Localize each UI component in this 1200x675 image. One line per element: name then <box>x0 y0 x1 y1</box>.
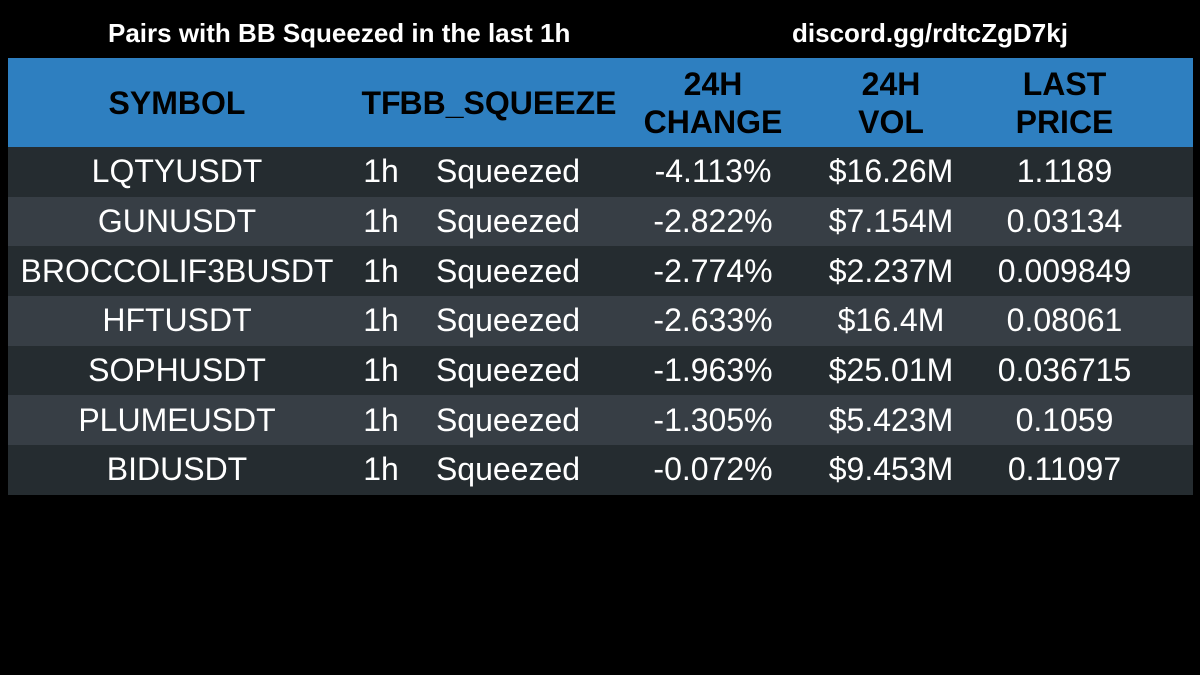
table-row: BIDUSDT 1h Squeezed -0.072% $9.453M 0.11… <box>8 445 1193 495</box>
cell-24h-change: -2.822% <box>653 203 773 240</box>
cell-24h-change: -2.633% <box>653 302 773 339</box>
column-header-last-price: LAST PRICE <box>956 58 1173 147</box>
cell-tf: 1h <box>363 401 399 438</box>
cell-tf: 1h <box>363 203 399 240</box>
cell-tf: 1h <box>363 352 399 389</box>
cell-bb-squeeze: Squeezed <box>435 252 581 289</box>
cell-tf: 1h <box>363 451 399 488</box>
cell-bb-squeeze: Squeezed <box>435 153 581 190</box>
cell-24h-vol: $16.26M <box>828 153 954 190</box>
cell-24h-change: -4.113% <box>654 153 772 190</box>
cell-24h-change: -0.072% <box>653 451 773 488</box>
cell-symbol: HFTUSDT <box>102 302 252 339</box>
cell-last-price: 0.036715 <box>997 352 1132 389</box>
column-header-24h-change: 24H CHANGE <box>600 58 826 147</box>
column-header-tf: TF <box>361 84 401 121</box>
column-header-24h-change-line2: CHANGE <box>643 103 783 140</box>
cell-24h-change: -1.963% <box>653 352 773 389</box>
cell-last-price: 0.03134 <box>1006 203 1123 240</box>
table-row: PLUMEUSDT 1h Squeezed -1.305% $5.423M 0.… <box>8 395 1193 446</box>
column-header-24h-vol: 24H VOL <box>826 58 956 147</box>
cell-tf: 1h <box>363 153 399 190</box>
table-row: LQTYUSDT 1h Squeezed -4.113% $16.26M 1.1… <box>8 147 1193 197</box>
cell-bb-squeeze: Squeezed <box>435 203 581 240</box>
cell-symbol: PLUMEUSDT <box>78 401 276 438</box>
squeeze-table: SYMBOL TF BB_SQUEEZE 24H CHANGE 24H VOL … <box>8 58 1193 495</box>
table-row: GUNUSDT 1h Squeezed -2.822% $7.154M 0.03… <box>8 196 1193 247</box>
table-row: BROCCOLIF3BUSDT 1h Squeezed -2.774% $2.2… <box>8 246 1193 297</box>
cell-24h-change: -1.305% <box>653 401 773 438</box>
cell-bb-squeeze: Squeezed <box>435 451 581 488</box>
cell-24h-vol: $16.4M <box>837 302 945 339</box>
column-header-24h-vol-line2: VOL <box>858 103 924 140</box>
cell-last-price: 0.1059 <box>1015 401 1114 438</box>
table-row: SOPHUSDT 1h Squeezed -1.963% $25.01M 0.0… <box>8 345 1193 396</box>
cell-24h-vol: $9.453M <box>828 451 954 488</box>
column-header-bb-squeeze: BB_SQUEEZE <box>399 84 617 121</box>
column-header-24h-change-line1: 24H <box>683 65 743 102</box>
cell-tf: 1h <box>363 302 399 339</box>
discord-link[interactable]: discord.gg/rdtcZgD7kj <box>792 18 1068 48</box>
cell-last-price: 0.08061 <box>1006 302 1123 339</box>
table-row: HFTUSDT 1h Squeezed -2.633% $16.4M 0.080… <box>8 296 1193 346</box>
cell-symbol: LQTYUSDT <box>91 153 263 190</box>
cell-bb-squeeze: Squeezed <box>435 352 581 389</box>
column-header-last-price-line1: LAST <box>1022 65 1107 102</box>
column-header-24h-vol-line1: 24H <box>861 65 921 102</box>
table-header: SYMBOL TF BB_SQUEEZE 24H CHANGE 24H VOL … <box>8 58 1193 147</box>
cell-last-price: 0.009849 <box>997 252 1132 289</box>
cell-24h-vol: $7.154M <box>828 203 954 240</box>
column-header-last-price-line2: PRICE <box>1015 103 1114 140</box>
cell-symbol: SOPHUSDT <box>88 352 266 389</box>
cell-bb-squeeze: Squeezed <box>435 401 581 438</box>
cell-24h-vol: $2.237M <box>828 252 954 289</box>
page-title: Pairs with BB Squeezed in the last 1h <box>108 18 571 48</box>
cell-symbol: GUNUSDT <box>97 203 257 240</box>
cell-last-price: 0.11097 <box>1007 451 1122 488</box>
cell-tf: 1h <box>363 252 399 289</box>
column-header-symbol: SYMBOL <box>108 84 246 121</box>
cell-symbol: BROCCOLIF3BUSDT <box>20 252 334 289</box>
cell-symbol: BIDUSDT <box>106 451 248 488</box>
cell-bb-squeeze: Squeezed <box>435 302 581 339</box>
cell-last-price: 1.1189 <box>1016 153 1113 190</box>
cell-24h-vol: $5.423M <box>828 401 954 438</box>
cell-24h-vol: $25.01M <box>828 352 954 389</box>
cell-24h-change: -2.774% <box>653 252 773 289</box>
